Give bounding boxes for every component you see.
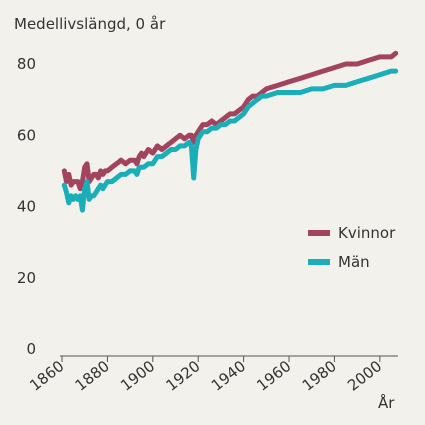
y-tick-label: 40 [17,198,36,216]
y-tick-label: 20 [17,269,36,287]
legend-label: Kvinnor [338,224,396,242]
legend: Kvinnor Män [308,224,396,271]
x-tick-label: 1940 [208,357,249,395]
y-tick-labels: 0 20 40 60 80 [17,55,36,358]
x-tick-label: 1980 [299,357,340,395]
y-tick-label: 60 [17,126,36,144]
y-tick-label: 80 [17,55,36,73]
series-lines [61,50,399,213]
series-line-kvinnor [61,50,399,192]
series-line-man [61,68,399,213]
x-tick-label: 1960 [253,357,294,395]
x-axis-label: År [378,393,395,412]
axes [60,355,398,362]
x-tick-label: 1880 [72,357,113,395]
legend-label: Män [338,253,370,271]
x-tick-labels: 1860 1880 1900 1920 1940 1960 1980 2000 [26,357,385,395]
x-tick-label: 1860 [26,357,67,395]
x-tick-label: 1920 [163,357,204,395]
y-tick-label: 0 [26,340,36,358]
x-tick-label: 2000 [344,357,385,395]
y-axis-label: Medellivslängd, 0 år [14,15,166,33]
x-tick-label: 1900 [117,357,158,395]
